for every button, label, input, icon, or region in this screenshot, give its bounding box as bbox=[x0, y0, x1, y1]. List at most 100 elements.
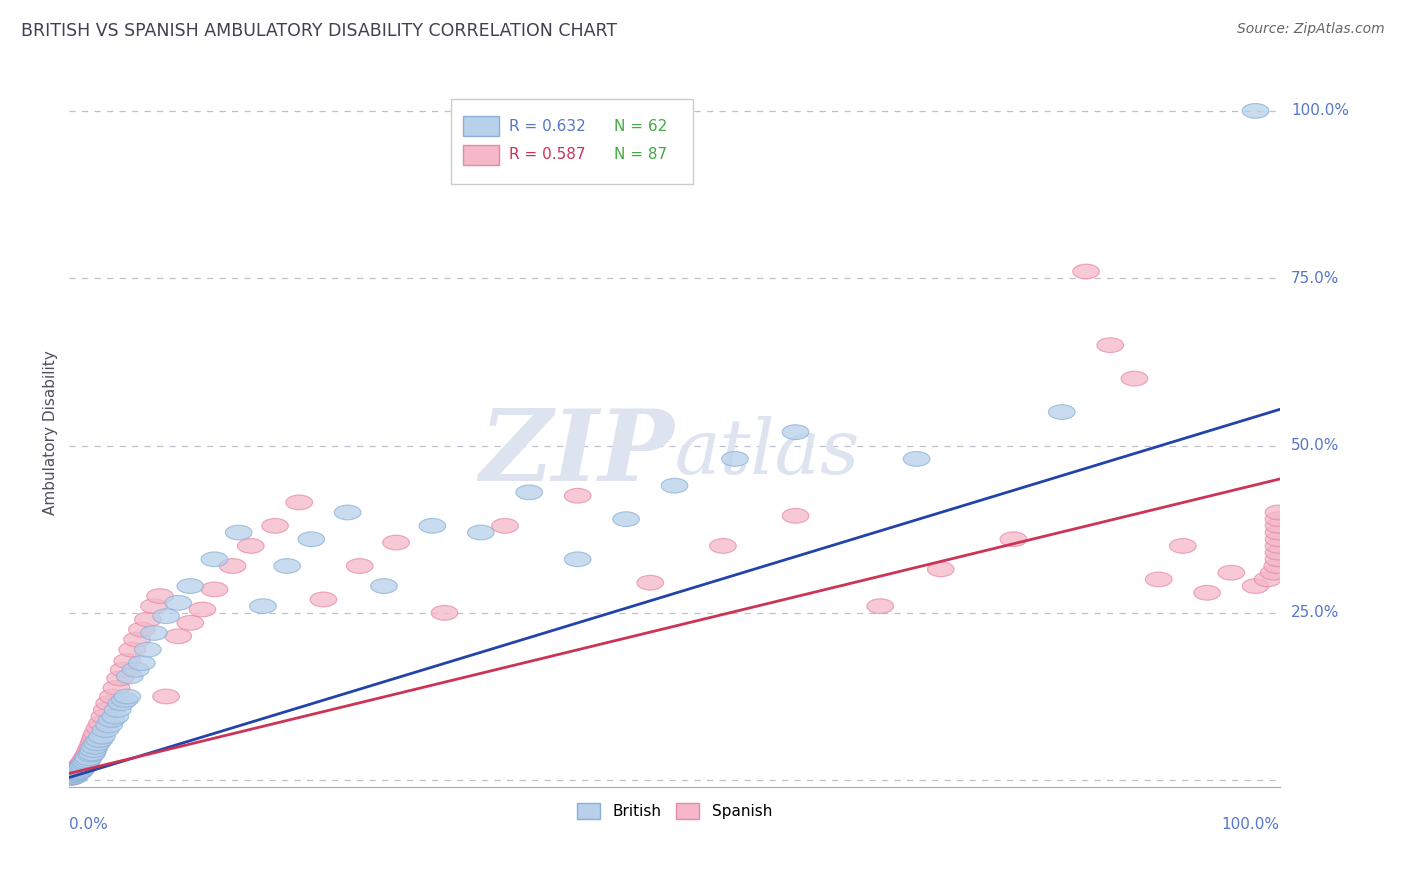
Ellipse shape bbox=[58, 771, 84, 786]
Ellipse shape bbox=[1146, 572, 1173, 587]
Ellipse shape bbox=[62, 764, 89, 780]
Ellipse shape bbox=[868, 599, 894, 614]
Ellipse shape bbox=[141, 625, 167, 640]
Ellipse shape bbox=[76, 747, 101, 762]
Ellipse shape bbox=[661, 478, 688, 493]
Ellipse shape bbox=[70, 758, 97, 772]
Ellipse shape bbox=[262, 518, 288, 533]
Text: 75.0%: 75.0% bbox=[1291, 270, 1339, 285]
Ellipse shape bbox=[59, 769, 86, 783]
Ellipse shape bbox=[1265, 518, 1292, 533]
Ellipse shape bbox=[1194, 585, 1220, 600]
Ellipse shape bbox=[111, 663, 136, 677]
Ellipse shape bbox=[67, 760, 94, 775]
Ellipse shape bbox=[1000, 532, 1026, 547]
Ellipse shape bbox=[122, 663, 149, 677]
Ellipse shape bbox=[89, 716, 115, 731]
Ellipse shape bbox=[86, 732, 112, 747]
Ellipse shape bbox=[60, 766, 87, 780]
Ellipse shape bbox=[79, 739, 105, 754]
Legend: British, Spanish: British, Spanish bbox=[571, 797, 778, 825]
Text: N = 62: N = 62 bbox=[614, 119, 668, 134]
Ellipse shape bbox=[177, 579, 204, 593]
Ellipse shape bbox=[201, 582, 228, 597]
Ellipse shape bbox=[1265, 505, 1292, 520]
Ellipse shape bbox=[66, 764, 93, 778]
Ellipse shape bbox=[274, 558, 301, 574]
Ellipse shape bbox=[93, 703, 120, 717]
Ellipse shape bbox=[67, 761, 94, 775]
Ellipse shape bbox=[201, 552, 228, 566]
Ellipse shape bbox=[219, 558, 246, 574]
Ellipse shape bbox=[1241, 103, 1268, 119]
Ellipse shape bbox=[114, 690, 141, 704]
Ellipse shape bbox=[124, 632, 150, 647]
Ellipse shape bbox=[903, 451, 929, 467]
Ellipse shape bbox=[135, 642, 162, 657]
Ellipse shape bbox=[153, 690, 180, 704]
Ellipse shape bbox=[76, 751, 101, 765]
Ellipse shape bbox=[311, 592, 337, 607]
Ellipse shape bbox=[77, 742, 104, 756]
FancyBboxPatch shape bbox=[463, 145, 499, 165]
Ellipse shape bbox=[141, 599, 167, 614]
Ellipse shape bbox=[79, 746, 105, 761]
Ellipse shape bbox=[250, 599, 276, 614]
Ellipse shape bbox=[1265, 545, 1292, 560]
Ellipse shape bbox=[710, 539, 737, 553]
Ellipse shape bbox=[1265, 539, 1292, 553]
Ellipse shape bbox=[382, 535, 409, 550]
FancyBboxPatch shape bbox=[450, 99, 693, 184]
Ellipse shape bbox=[84, 726, 111, 740]
Ellipse shape bbox=[346, 558, 373, 574]
Ellipse shape bbox=[67, 764, 93, 778]
Ellipse shape bbox=[72, 754, 98, 768]
Ellipse shape bbox=[153, 609, 180, 624]
Ellipse shape bbox=[76, 745, 103, 759]
Ellipse shape bbox=[1218, 566, 1244, 580]
Ellipse shape bbox=[96, 696, 122, 711]
Ellipse shape bbox=[114, 654, 141, 668]
Ellipse shape bbox=[1241, 579, 1268, 593]
Ellipse shape bbox=[67, 762, 93, 777]
Text: N = 87: N = 87 bbox=[614, 147, 666, 162]
Ellipse shape bbox=[188, 602, 215, 617]
Ellipse shape bbox=[82, 739, 108, 754]
Ellipse shape bbox=[66, 761, 93, 775]
Ellipse shape bbox=[65, 765, 91, 780]
Ellipse shape bbox=[1260, 566, 1286, 580]
Ellipse shape bbox=[72, 756, 98, 771]
Ellipse shape bbox=[371, 579, 398, 593]
Ellipse shape bbox=[66, 764, 93, 780]
Text: atlas: atlas bbox=[675, 417, 860, 491]
FancyBboxPatch shape bbox=[463, 117, 499, 136]
Ellipse shape bbox=[238, 539, 264, 553]
Ellipse shape bbox=[1264, 558, 1291, 574]
Ellipse shape bbox=[1121, 371, 1147, 386]
Ellipse shape bbox=[80, 736, 107, 751]
Ellipse shape bbox=[62, 767, 89, 781]
Ellipse shape bbox=[65, 764, 91, 779]
Ellipse shape bbox=[225, 525, 252, 540]
Ellipse shape bbox=[928, 562, 955, 577]
Ellipse shape bbox=[66, 763, 93, 778]
Ellipse shape bbox=[103, 681, 129, 695]
Text: R = 0.632: R = 0.632 bbox=[509, 119, 585, 134]
Ellipse shape bbox=[65, 763, 91, 778]
Ellipse shape bbox=[285, 495, 312, 509]
Ellipse shape bbox=[419, 518, 446, 533]
Ellipse shape bbox=[111, 692, 138, 707]
Ellipse shape bbox=[177, 615, 204, 631]
Ellipse shape bbox=[82, 732, 108, 747]
Ellipse shape bbox=[69, 759, 96, 774]
Text: R = 0.587: R = 0.587 bbox=[509, 147, 585, 162]
Text: 25.0%: 25.0% bbox=[1291, 606, 1339, 620]
Ellipse shape bbox=[84, 736, 111, 751]
Text: Source: ZipAtlas.com: Source: ZipAtlas.com bbox=[1237, 22, 1385, 37]
Ellipse shape bbox=[70, 756, 97, 770]
Ellipse shape bbox=[63, 764, 90, 779]
Ellipse shape bbox=[89, 730, 115, 744]
Ellipse shape bbox=[69, 756, 96, 772]
Ellipse shape bbox=[1265, 532, 1292, 547]
Ellipse shape bbox=[63, 767, 90, 781]
